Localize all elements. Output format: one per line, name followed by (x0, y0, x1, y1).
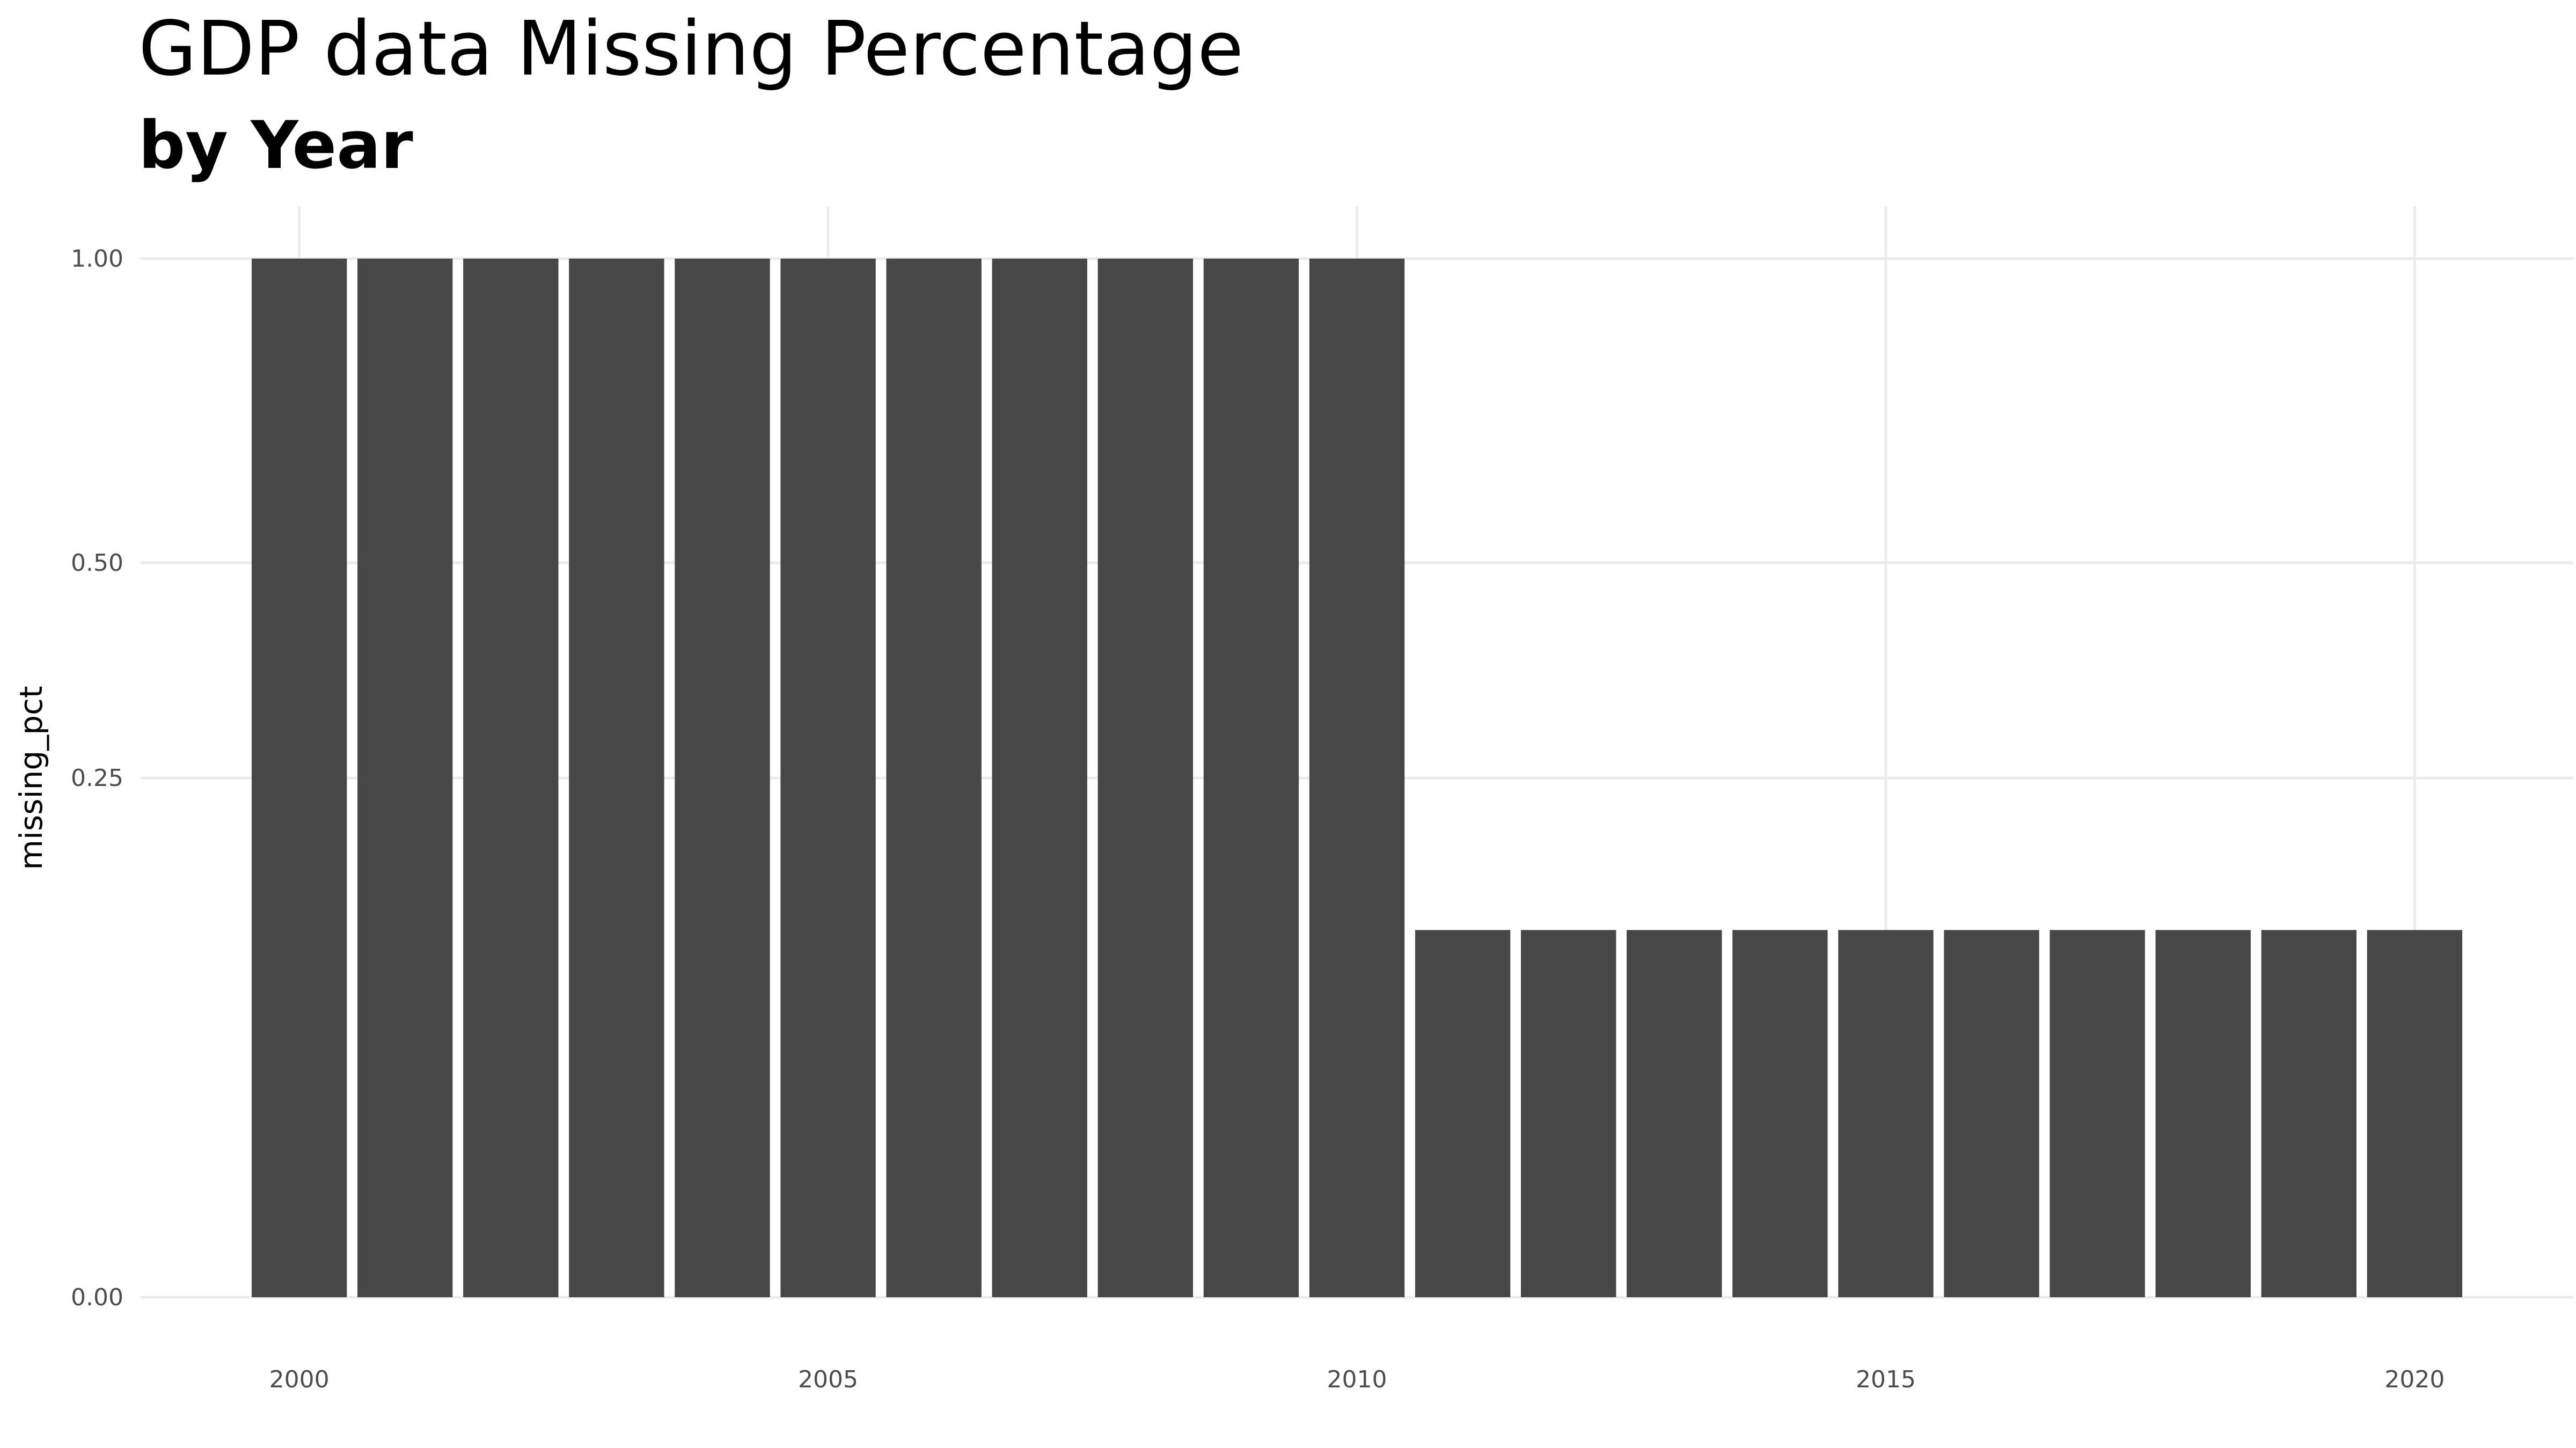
bar-2010 (1309, 259, 1405, 1297)
bar-2018 (2155, 930, 2251, 1297)
y-tick-label: 0.50 (71, 549, 123, 577)
y-tick-label: 0.25 (71, 765, 123, 792)
chart-title: GDP data Missing Percentage (138, 5, 1244, 93)
bar-2003 (569, 259, 664, 1297)
bar-2011 (1415, 930, 1511, 1297)
y-tick-label: 0.00 (71, 1284, 123, 1311)
bar-2007 (992, 259, 1087, 1297)
bar-2013 (1627, 930, 1722, 1297)
y-tick-label: 1.00 (71, 245, 123, 273)
bar-2020 (2367, 930, 2463, 1297)
x-tick-label: 2020 (2384, 1366, 2445, 1393)
x-tick-labels: 2000 2005 2010 2015 2020 (269, 1366, 2445, 1393)
bar-2016 (1944, 930, 2039, 1297)
bar-2006 (886, 259, 982, 1297)
bar-2000 (251, 259, 347, 1297)
x-tick-label: 2000 (269, 1366, 330, 1393)
x-tick-label: 2015 (1856, 1366, 1916, 1393)
bar-2015 (1838, 930, 1934, 1297)
bar-2012 (1520, 930, 1616, 1297)
chart-subtitle: by Year (138, 107, 413, 183)
y-axis-title: missing_pct (13, 686, 49, 870)
x-tick-label: 2005 (798, 1366, 858, 1393)
bar-2017 (2050, 930, 2145, 1297)
bar-2014 (1732, 930, 1828, 1297)
x-tick-label: 2010 (1327, 1366, 1387, 1393)
bar-2005 (780, 259, 876, 1297)
y-tick-labels: 0.00 0.25 0.50 1.00 (71, 245, 123, 1311)
bars (251, 259, 2463, 1297)
bar-2008 (1097, 259, 1194, 1297)
bar-2004 (675, 259, 770, 1297)
bar-2009 (1203, 259, 1299, 1297)
bar-2002 (463, 259, 559, 1297)
bar-2019 (2261, 930, 2357, 1297)
bar-2001 (357, 259, 453, 1297)
